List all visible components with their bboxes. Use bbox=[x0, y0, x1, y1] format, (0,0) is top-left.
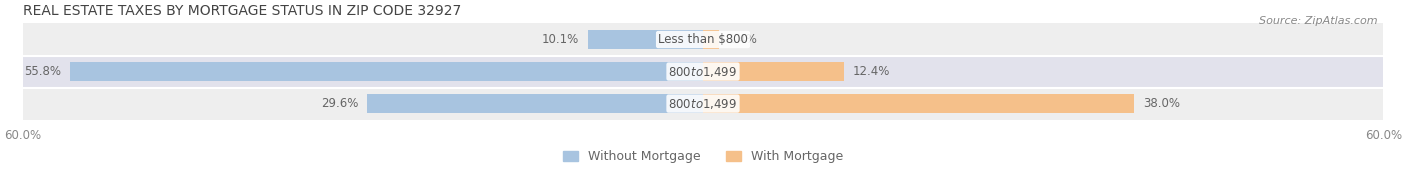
Text: $800 to $1,499: $800 to $1,499 bbox=[668, 64, 738, 79]
Bar bbox=[703, 30, 718, 49]
Text: 1.4%: 1.4% bbox=[728, 33, 758, 46]
Bar bbox=[367, 94, 703, 113]
Text: 12.4%: 12.4% bbox=[852, 65, 890, 78]
Bar bbox=[22, 88, 1384, 120]
Text: 38.0%: 38.0% bbox=[1143, 97, 1180, 110]
Text: Less than $800: Less than $800 bbox=[658, 33, 748, 46]
Bar bbox=[70, 62, 703, 81]
Bar bbox=[589, 30, 703, 49]
Text: 55.8%: 55.8% bbox=[24, 65, 62, 78]
Text: 29.6%: 29.6% bbox=[321, 97, 359, 110]
Legend: Without Mortgage, With Mortgage: Without Mortgage, With Mortgage bbox=[562, 150, 844, 163]
Bar bbox=[22, 24, 1384, 55]
Text: REAL ESTATE TAXES BY MORTGAGE STATUS IN ZIP CODE 32927: REAL ESTATE TAXES BY MORTGAGE STATUS IN … bbox=[22, 4, 461, 18]
Text: 10.1%: 10.1% bbox=[543, 33, 579, 46]
Text: Source: ZipAtlas.com: Source: ZipAtlas.com bbox=[1260, 16, 1378, 26]
Bar bbox=[703, 62, 844, 81]
Text: $800 to $1,499: $800 to $1,499 bbox=[668, 97, 738, 111]
Bar bbox=[22, 55, 1384, 88]
Bar bbox=[703, 94, 1133, 113]
